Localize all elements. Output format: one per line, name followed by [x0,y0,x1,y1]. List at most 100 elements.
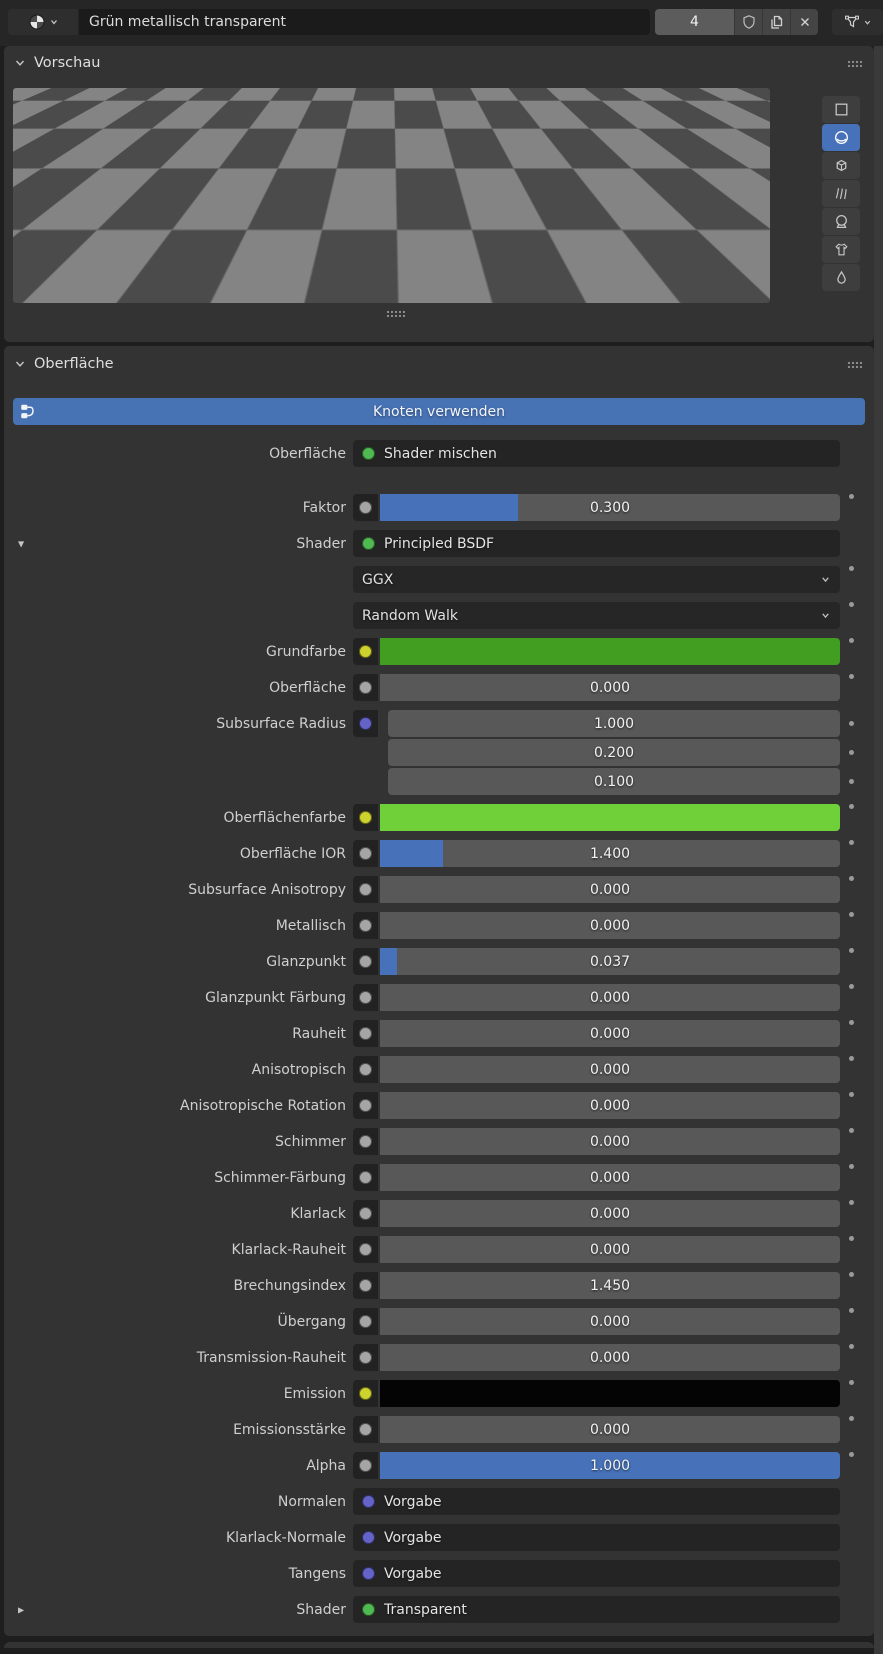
row-widget-cell: Vorgabe [353,1524,840,1551]
preview-type-shaderball-button[interactable] [822,208,860,235]
glanzpunkt-f-rbung-slider[interactable]: 0.000 [380,984,840,1011]
anisotropische-rotation-slider[interactable]: 0.000 [380,1092,840,1119]
transmission-rauheit-slider[interactable]: 0.000 [380,1344,840,1371]
unlink-button[interactable] [790,9,818,35]
decorator-dot[interactable] [849,840,854,845]
scrollbar-track[interactable] [874,46,883,1654]
ggx-dropdown[interactable]: GGX [353,566,840,593]
decorator-dot[interactable] [849,1092,854,1097]
anisotropisch-slider[interactable]: 0.000 [380,1056,840,1083]
klarlack-slider[interactable]: 0.000 [380,1200,840,1227]
decorator-dot[interactable] [849,721,854,726]
subsurface-radius-value-1[interactable]: 0.200 [388,739,840,766]
use-nodes-button[interactable]: Knoten verwenden [13,398,865,425]
faktor-slider[interactable]: 0.300 [380,494,840,521]
decorator-dot[interactable] [849,1056,854,1061]
socket-housing [353,638,378,665]
material-name-input[interactable]: Grün metallisch transparent [79,9,650,35]
brechungsindex-slider[interactable]: 1.450 [380,1272,840,1299]
preview-type-cloth-button[interactable] [822,236,860,263]
shader-mischen-node-link[interactable]: Shader mischen [353,440,840,467]
decorator-dot[interactable] [849,779,854,784]
schimmer-slider[interactable]: 0.000 [380,1128,840,1155]
users-count-button[interactable]: 4 [655,9,734,35]
decorator-dot[interactable] [849,1236,854,1241]
oberflaeche-panel-header[interactable]: Oberfläche [4,346,874,382]
subsurface-anisotropy-slider[interactable]: 0.000 [380,876,840,903]
schimmer-f-rbung-slider[interactable]: 0.000 [380,1164,840,1191]
vorschau-panel-header[interactable]: Vorschau [4,46,874,80]
decorator-dot[interactable] [849,1128,854,1133]
decorator-dot[interactable] [849,948,854,953]
decorator-dot[interactable] [849,876,854,881]
transparent-node-link[interactable]: Transparent [353,1596,840,1623]
row-label-cell: Grundfarbe [4,638,353,665]
preview-type-sphere-button[interactable] [822,124,860,151]
expander-down-icon[interactable]: ▼ [18,539,24,548]
decorator-dot[interactable] [849,1344,854,1349]
oberfl-chenfarbe-color-swatch[interactable] [380,804,840,831]
decorator-dot[interactable] [849,1380,854,1385]
grundfarbe-color-swatch[interactable] [380,638,840,665]
decorator-dot[interactable] [849,602,854,607]
vorgabe-node-link[interactable]: Vorgabe [353,1560,840,1587]
row-label: Emissionsstärke [233,1422,346,1438]
new-material-button[interactable] [762,9,790,35]
random-walk-dropdown[interactable]: Random Walk [353,602,840,629]
alpha-slider[interactable]: 1.000 [380,1452,840,1479]
preview-type-fluid-button[interactable] [822,264,860,291]
decorator-dot[interactable] [849,1164,854,1169]
vorgabe-node-link[interactable]: Vorgabe [353,1488,840,1515]
bergang-slider[interactable]: 0.000 [380,1308,840,1335]
panel-grip-icon[interactable] [847,361,862,368]
glanzpunkt-slider[interactable]: 0.037 [380,948,840,975]
decorator-dot[interactable] [849,1308,854,1313]
link-label: Principled BSDF [384,536,494,552]
oberfl-che-ior-slider[interactable]: 1.400 [380,840,840,867]
shield-icon [741,14,757,30]
metallisch-slider[interactable]: 0.000 [380,912,840,939]
subsurface-radius-value-0[interactable]: 1.000 [388,710,840,737]
decorator-dot[interactable] [849,750,854,755]
expander-right-icon[interactable]: ▶ [18,1605,24,1614]
row-label-cell: Schimmer [4,1128,353,1155]
decorator-dot[interactable] [849,566,854,571]
rauheit-slider[interactable]: 0.000 [380,1020,840,1047]
emission-color-swatch[interactable] [380,1380,840,1407]
preview-type-cube-button[interactable] [822,152,860,179]
chevron-down-icon [863,18,872,27]
filter-dropdown-button[interactable] [832,9,883,35]
vorgabe-node-link[interactable]: Vorgabe [353,1524,840,1551]
subsurface-radius-value-2[interactable]: 0.100 [388,768,840,795]
oberflaeche-panel: Oberfläche Knoten verwenden Oberfläche Sh… [4,346,874,1636]
row-widget-cell: 0.000 [353,1164,854,1191]
socket-housing [353,876,378,903]
oberfl-che-slider[interactable]: 0.000 [380,674,840,701]
decorator-dot[interactable] [849,912,854,917]
float-socket-icon [359,501,372,514]
preview-type-hair-button[interactable] [822,180,860,207]
preview-resize-handle[interactable] [386,310,405,317]
decorator-dot[interactable] [849,1272,854,1277]
principled-bsdf-node-link[interactable]: Principled BSDF [353,530,840,557]
decorator-dot[interactable] [849,1416,854,1421]
klarlack-rauheit-slider[interactable]: 0.000 [380,1236,840,1263]
browse-material-button[interactable] [8,9,78,35]
preview-type-flat-button[interactable] [822,96,860,123]
decorator-dot[interactable] [849,1020,854,1025]
emissionsst-rke-slider[interactable]: 0.000 [380,1416,840,1443]
decorator-dot[interactable] [849,804,854,809]
panel-grip-icon[interactable] [847,60,862,67]
row-brechungsindex: Brechungsindex 1.450 [4,1272,874,1299]
row-klarlack-normale: Klarlack-Normale Vorgabe [4,1524,874,1551]
decorator-dot[interactable] [849,674,854,679]
row-faktor: Faktor 0.300 [4,494,874,521]
decorator-dot[interactable] [849,1452,854,1457]
next-panel-edge[interactable] [4,1642,874,1648]
decorator-dot[interactable] [849,494,854,499]
decorator-dot[interactable] [849,984,854,989]
fake-user-button[interactable] [734,9,762,35]
decorator-dot[interactable] [849,638,854,643]
dropdown-value: Random Walk [362,608,458,624]
decorator-dot[interactable] [849,1200,854,1205]
